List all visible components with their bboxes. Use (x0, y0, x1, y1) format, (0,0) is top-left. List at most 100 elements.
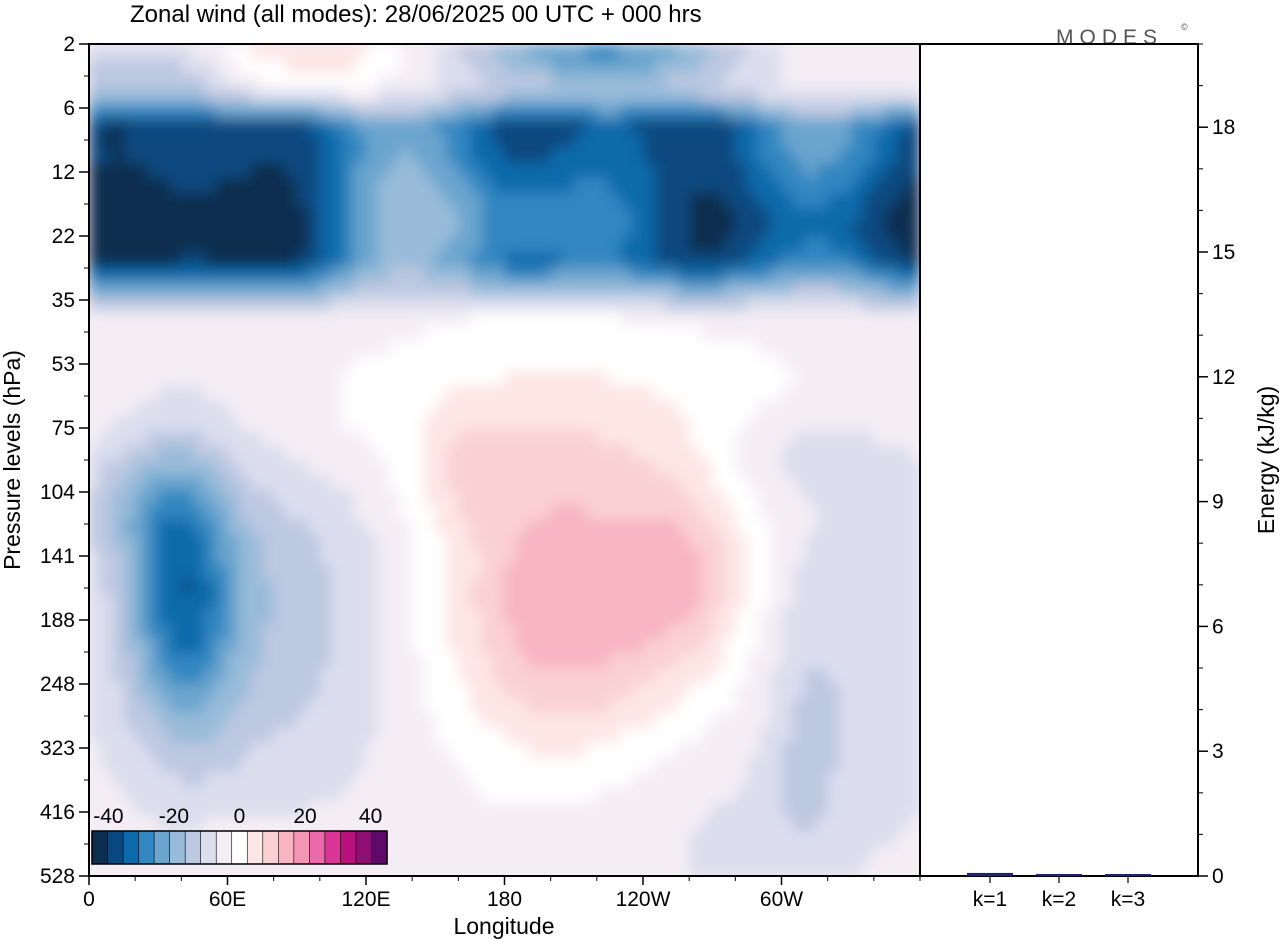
heatmap-cell (123, 192, 136, 209)
heatmap-cell (504, 593, 517, 610)
heatmap-cell (896, 742, 910, 758)
heatmap-cell (435, 73, 448, 90)
heatmap-cell (550, 58, 563, 75)
heatmap-cell (446, 638, 459, 654)
heatmap-cell (873, 623, 886, 639)
heatmap-cell (100, 801, 113, 818)
heatmap-cell (758, 697, 771, 714)
heatmap-cell (296, 326, 309, 342)
heatmap-cell (631, 162, 644, 179)
heatmap-cell (366, 177, 379, 194)
heatmap-cell (354, 103, 367, 119)
heatmap-cell (112, 712, 125, 729)
heatmap-cell (215, 608, 229, 625)
heatmap-cell (816, 326, 829, 342)
heatmap-cell (862, 88, 875, 105)
heatmap-cell (896, 400, 910, 417)
heatmap-cell (562, 682, 575, 699)
heatmap-cell (562, 697, 575, 714)
heatmap-cell (389, 73, 402, 90)
heatmap-cell (273, 578, 286, 595)
heatmap-cell (239, 816, 252, 833)
heatmap-cell (100, 668, 113, 684)
heatmap-cell (896, 578, 910, 595)
heatmap-cell (400, 341, 413, 357)
heatmap-cell (758, 103, 771, 119)
energy-bar (1105, 874, 1151, 876)
heatmap-cell (735, 578, 748, 595)
heatmap-cell (804, 861, 817, 876)
heatmap-cell (192, 474, 206, 491)
heatmap-cell (273, 653, 286, 669)
heatmap-cell (654, 58, 667, 75)
heatmap-cell (643, 519, 656, 535)
heatmap-cell (654, 504, 667, 521)
heatmap-cell (712, 712, 725, 729)
heatmap-cell (896, 474, 910, 491)
heatmap-cell (862, 296, 875, 313)
heatmap-cell (446, 460, 459, 476)
heatmap-cell (908, 133, 920, 149)
heatmap-cell (816, 564, 829, 580)
heatmap-cell (146, 623, 159, 639)
heatmap-cell (423, 816, 436, 833)
heatmap-cell (100, 222, 113, 238)
heatmap-cell (319, 608, 332, 625)
heatmap-cell (596, 222, 609, 238)
heatmap-cell (516, 653, 529, 669)
heatmap-cell (816, 148, 829, 164)
heatmap-cell (735, 370, 748, 387)
heatmap-cell (643, 148, 656, 164)
heatmap-cell (562, 727, 575, 743)
heatmap-cell (458, 266, 471, 283)
heatmap-cell (862, 133, 875, 149)
heatmap-cell (250, 118, 263, 134)
heatmap-cell (400, 608, 413, 625)
heatmap-cell (423, 653, 436, 669)
heatmap-cell (735, 326, 748, 342)
heatmap-cell (608, 519, 621, 535)
heatmap-cell (654, 311, 667, 327)
heatmap-cell (850, 549, 863, 565)
heatmap-cell (643, 682, 656, 699)
heatmap-cell (677, 578, 690, 595)
heatmap-cell (342, 578, 356, 595)
heatmap-cell (585, 549, 598, 565)
heatmap-cell (89, 697, 102, 714)
heatmap-cell (689, 504, 702, 521)
heatmap-cell (100, 578, 113, 595)
heatmap-cell (896, 682, 910, 699)
heatmap-cell (827, 341, 840, 357)
heatmap-cell (158, 133, 171, 149)
heatmap-cell (239, 593, 252, 610)
heatmap-cell (204, 341, 217, 357)
heatmap-cell (573, 341, 586, 357)
heatmap-cell (746, 549, 760, 565)
heatmap-cell (850, 415, 863, 431)
heatmap-cell (596, 682, 609, 699)
heatmap-cell (89, 192, 102, 209)
heatmap-cell (654, 549, 667, 565)
heatmap-cell (458, 653, 471, 669)
heatmap-cell (181, 861, 194, 876)
heatmap-cell (400, 237, 413, 253)
energy-bar (967, 872, 1013, 876)
heatmap-cell (215, 311, 229, 327)
heatmap-cell (573, 638, 586, 654)
heatmap-cell (169, 712, 182, 729)
heatmap-cell (400, 534, 413, 550)
heatmap-cell (516, 534, 529, 550)
heatmap-cell (769, 623, 783, 639)
heatmap-cell (469, 578, 483, 595)
heatmap-cell (239, 623, 252, 639)
heatmap-cell (700, 266, 713, 283)
heatmap-cell (539, 460, 552, 476)
heatmap-cell (354, 504, 367, 521)
heatmap-cell (758, 519, 771, 535)
heatmap-cell (342, 534, 356, 550)
heatmap-cell (169, 73, 182, 90)
heatmap-cell (250, 801, 263, 818)
heatmap-cell (585, 430, 598, 446)
heatmap-cell (435, 430, 448, 446)
heatmap-cell (308, 757, 321, 773)
